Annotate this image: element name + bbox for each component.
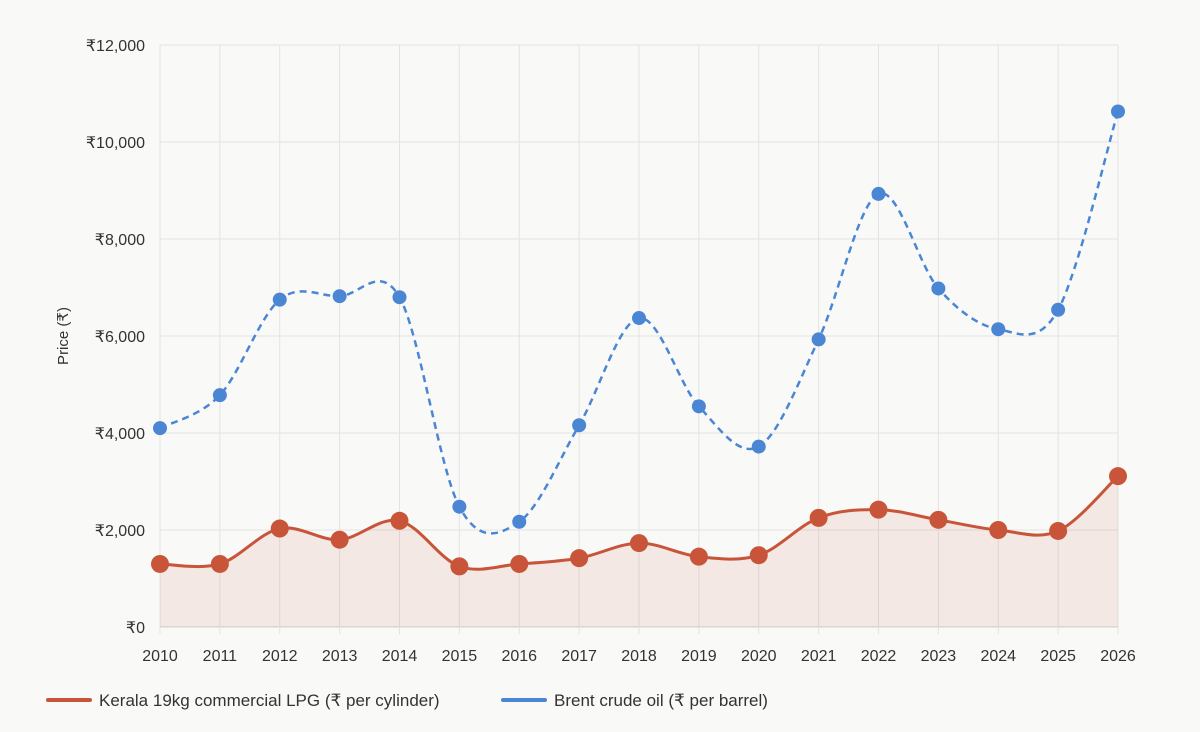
data-point: [689, 547, 708, 566]
x-tick-label: 2011: [203, 648, 238, 665]
x-tick-label: 2014: [382, 648, 418, 665]
x-tick-label: 2023: [921, 648, 957, 665]
data-point: [991, 322, 1006, 337]
data-point: [630, 534, 648, 553]
x-tick-label: 2019: [681, 648, 717, 665]
data-point: [210, 554, 229, 573]
x-tick-label: 2026: [1100, 648, 1136, 665]
data-point: [270, 519, 289, 538]
data-point: [212, 388, 227, 403]
x-tick-label: 2024: [980, 648, 1016, 665]
legend-label: Kerala 19kg commercial LPG (₹ per cylind…: [99, 691, 440, 710]
x-tick-label: 2010: [142, 648, 178, 665]
data-point: [390, 511, 409, 530]
x-tick-label: 2021: [801, 648, 837, 665]
data-point: [510, 554, 529, 573]
data-point: [1109, 467, 1127, 486]
data-point: [512, 514, 527, 529]
data-point: [809, 508, 828, 527]
data-point: [869, 500, 888, 519]
data-point: [929, 510, 948, 529]
x-tick-label: 2025: [1040, 648, 1076, 665]
data-point: [811, 332, 826, 347]
y-tick-label: ₹4,000: [95, 426, 145, 443]
legend-label: Brent crude oil (₹ per barrel): [554, 691, 768, 710]
data-point: [450, 557, 469, 576]
data-point: [749, 546, 768, 565]
data-point: [570, 549, 589, 568]
x-tick-label: 2017: [561, 648, 597, 665]
x-tick-label: 2022: [861, 648, 897, 665]
y-tick-label: ₹0: [126, 620, 145, 637]
data-point: [151, 554, 169, 573]
x-tick-label: 2013: [322, 648, 358, 665]
y-tick-label: ₹2,000: [95, 523, 145, 540]
x-tick-label: 2016: [501, 648, 537, 665]
data-point: [871, 186, 886, 201]
data-point: [1111, 104, 1125, 119]
data-point: [989, 521, 1008, 539]
x-tick-label: 2020: [741, 648, 777, 665]
data-point: [691, 399, 706, 414]
data-point: [632, 311, 646, 326]
data-points: [151, 104, 1127, 576]
y-tick-label: ₹10,000: [86, 135, 145, 152]
y-tick-label: ₹12,000: [86, 38, 145, 55]
data-point: [572, 418, 587, 433]
data-point: [272, 292, 287, 307]
data-point: [931, 281, 946, 296]
data-point: [330, 530, 349, 549]
data-point: [1051, 302, 1066, 317]
x-tick-label: 2015: [442, 648, 478, 665]
y-tick-label: ₹6,000: [95, 329, 145, 346]
x-tick-label: 2012: [262, 648, 298, 665]
data-point: [153, 421, 167, 436]
y-tick-label: ₹8,000: [95, 232, 145, 249]
y-axis-ticks: ₹0 ₹2,000 ₹4,000 ₹6,000 ₹8,000 ₹10,000 ₹12,000: [86, 38, 145, 637]
data-point: [392, 290, 407, 305]
y-axis-title: Price (₹): [55, 307, 72, 365]
legend: Kerala 19kg commercial LPG (₹ per cylind…: [46, 691, 768, 710]
data-point: [751, 439, 766, 454]
x-tick-label: 2018: [621, 648, 657, 665]
data-point: [1049, 521, 1068, 540]
data-point: [452, 499, 467, 514]
data-point: [332, 289, 347, 304]
x-axis-ticks: 2010 2011 2012 2013 2014 2015 2016 2017 2018 2019…: [142, 648, 1136, 665]
